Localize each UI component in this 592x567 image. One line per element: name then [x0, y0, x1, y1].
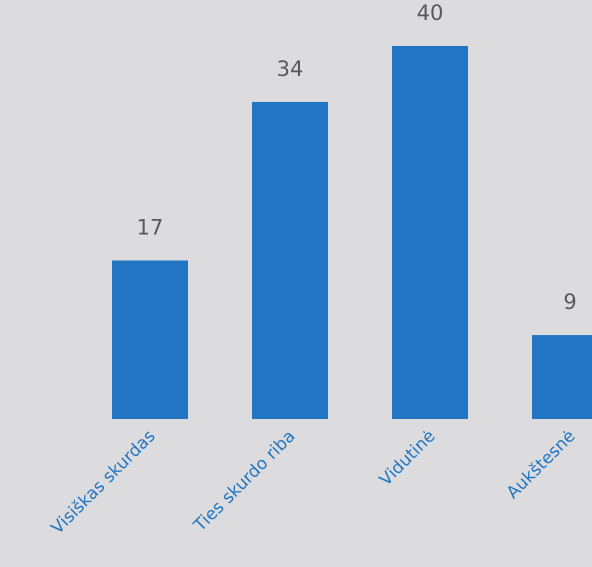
bars-group	[112, 46, 592, 419]
value-label-2: 34	[277, 57, 304, 81]
bar-1	[112, 260, 188, 419]
bar-2	[252, 101, 328, 419]
value-label-1: 17	[137, 215, 164, 239]
bar-3	[392, 46, 468, 419]
category-labels-group: Visiškas skurdas Ties skurdo riba Vidutinė…	[48, 426, 580, 538]
bar-4	[532, 335, 592, 419]
value-label-3: 40	[417, 1, 444, 25]
value-label-4: 9	[563, 290, 576, 314]
value-labels-group: 17 34 40 9	[137, 1, 577, 314]
category-label-1: Visiškas skurdas	[48, 426, 160, 538]
category-label-3: Vidutinė	[376, 426, 440, 490]
category-label-2: Ties skurdo riba	[190, 426, 300, 536]
category-label-4: Aukštesnė	[503, 426, 580, 503]
